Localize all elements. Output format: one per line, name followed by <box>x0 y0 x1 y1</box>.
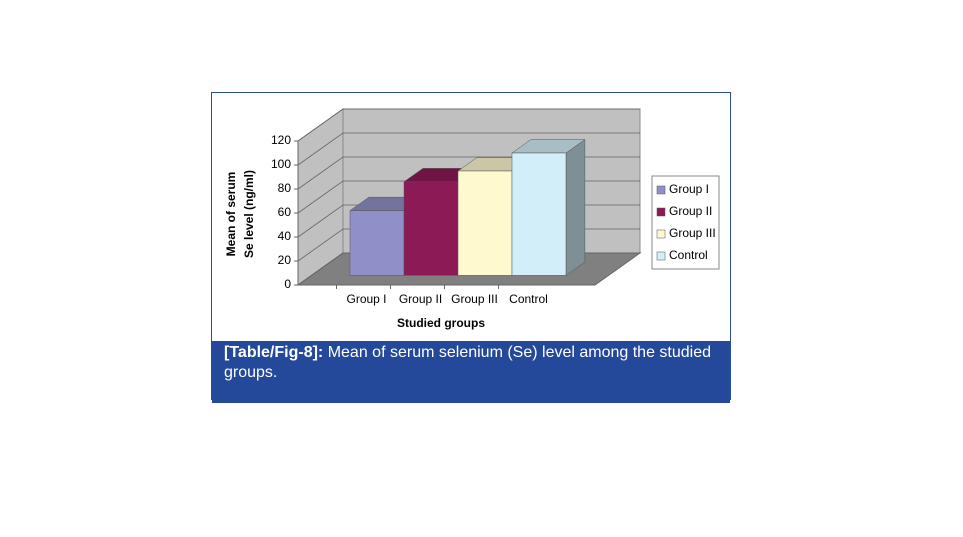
x-tick-label: Group I <box>346 292 386 306</box>
legend-swatch <box>656 229 666 239</box>
caption: [Table/Fig-8]: Mean of serum selenium (S… <box>212 341 730 403</box>
x-tick-label: Control <box>509 292 548 306</box>
y-tick-label: 80 <box>278 181 292 195</box>
bar-front <box>457 170 513 276</box>
y-tick-label: 60 <box>278 205 292 219</box>
legend-swatch <box>656 251 666 261</box>
legend-swatch <box>656 207 666 217</box>
figure: 0 20 40 60 80 100 120 Group I Group II Group III C… <box>211 92 731 403</box>
caption-text: Mean of serum selenium (Se) level among … <box>224 344 712 381</box>
bar-front <box>511 152 567 276</box>
caption-label: [Table/Fig-8]: <box>224 344 324 361</box>
y-tick-label: 120 <box>271 133 291 147</box>
legend-label: Group I <box>669 182 709 196</box>
y-tick-label: 20 <box>278 253 292 267</box>
y-axis-label: Mean of serum <box>224 172 238 257</box>
x-axis-label: Studied groups <box>397 316 485 330</box>
y-tick-label: 0 <box>284 277 291 291</box>
y-tick-label: 100 <box>271 157 291 171</box>
x-tick-label: Group II <box>399 292 442 306</box>
legend-label: Group II <box>669 204 712 218</box>
x-tick-label: Group III <box>451 292 498 306</box>
bar-side <box>565 139 586 276</box>
grid-line <box>297 132 640 166</box>
legend-swatch <box>656 185 666 195</box>
grid-line <box>297 108 640 142</box>
bar-front <box>349 210 405 276</box>
y-axis-label: Se level (ng/ml) <box>242 170 256 258</box>
bar <box>511 139 586 276</box>
bar-front <box>403 181 459 276</box>
legend-label: Control <box>669 248 708 262</box>
y-tick-label: 40 <box>278 229 292 243</box>
chart: 0 20 40 60 80 100 120 Group I Group II Group III C… <box>224 108 720 330</box>
legend-label: Group III <box>669 226 716 240</box>
